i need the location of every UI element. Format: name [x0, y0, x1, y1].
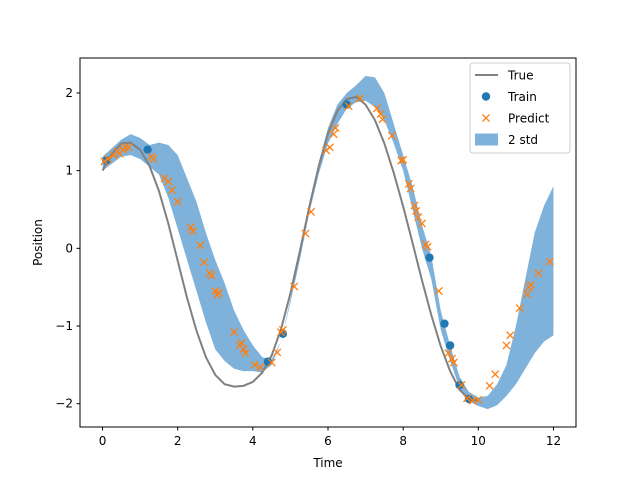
predict-point: [267, 358, 276, 367]
predict-point: [410, 201, 419, 210]
x-tick-label: 4: [249, 434, 257, 448]
predict-point: [444, 349, 453, 358]
predict-point: [423, 242, 432, 251]
predict-point: [331, 123, 340, 132]
predict-point: [417, 219, 426, 228]
legend-label: Train: [507, 90, 537, 104]
predict-point: [173, 197, 182, 206]
predict-point: [414, 213, 423, 222]
x-tick-label: 2: [174, 434, 182, 448]
y-tick-label: 2: [65, 86, 73, 100]
train-point: [143, 145, 152, 154]
predict-point: [301, 229, 310, 238]
predict-point: [214, 288, 224, 297]
predict-point: [186, 223, 195, 232]
y-tick-label: −2: [55, 397, 73, 411]
predict-point: [545, 257, 554, 266]
predict-point: [121, 143, 130, 152]
std-band: [102, 75, 554, 410]
predict-point: [149, 154, 158, 164]
train-point: [464, 394, 474, 404]
predict-point: [474, 395, 483, 404]
predict-point: [278, 325, 287, 334]
predict-point: [196, 241, 205, 250]
predict-point: [526, 280, 535, 289]
predict-point: [250, 360, 259, 369]
predict-point: [239, 345, 248, 354]
predict-point: [344, 102, 353, 111]
predict-point: [355, 94, 364, 103]
predict-point: [462, 394, 472, 403]
predict-point: [412, 206, 421, 216]
predict-point: [199, 258, 209, 267]
x-tick-label: 0: [99, 434, 107, 448]
predict-point: [376, 109, 385, 118]
predict-point: [387, 131, 396, 140]
predict-point: [230, 328, 239, 337]
legend-label: Predict: [508, 112, 550, 126]
predict-point: [207, 271, 216, 280]
y-axis-label: Position: [31, 219, 45, 266]
predict-point: [168, 186, 177, 195]
predict-point: [434, 286, 443, 296]
true-line: [101, 95, 479, 402]
predict-point: [485, 381, 494, 390]
x-tick-label: 6: [324, 434, 332, 448]
predict-point: [290, 282, 299, 291]
legend-label: True: [507, 69, 534, 83]
train-point: [455, 380, 464, 390]
legend-swatch-train: [481, 92, 491, 101]
predict-point: [406, 184, 415, 193]
predict-point: [273, 348, 282, 357]
legend-swatch-band: [475, 133, 498, 146]
predict-point: [325, 143, 334, 152]
legend-label: 2 std: [508, 133, 538, 147]
x-axis-label: Time: [312, 456, 342, 470]
x-tick-label: 10: [471, 434, 486, 448]
predict-point: [491, 370, 500, 379]
predict-point: [164, 177, 173, 186]
train-point: [425, 253, 434, 262]
legend-box: [469, 62, 571, 154]
x-tick-label: 8: [399, 434, 407, 448]
y-tick-label: 0: [65, 241, 73, 255]
predict-point: [534, 269, 543, 278]
predict-point: [329, 130, 338, 139]
predict-point: [372, 104, 381, 113]
predict-point: [237, 339, 246, 348]
y-tick-label: 1: [65, 164, 73, 178]
train-point: [440, 319, 449, 328]
predict-point: [241, 349, 250, 358]
predict-point: [124, 143, 133, 152]
predict-point: [104, 154, 113, 164]
predict-point: [502, 341, 511, 350]
predict-point: [188, 227, 197, 236]
predict-point: [307, 207, 316, 216]
predict-point: [523, 290, 532, 299]
predict-point: [100, 157, 109, 166]
predict-point: [449, 358, 458, 367]
plot-area: [100, 75, 554, 410]
predict-point: [457, 380, 466, 390]
predict-point: [404, 179, 413, 188]
legend-swatch-predict: [481, 113, 491, 123]
predict-point: [506, 331, 515, 340]
predict-point: [515, 304, 524, 313]
legend: True Train Predict 2 std: [469, 62, 571, 154]
y-tick-label: −1: [55, 319, 73, 333]
predict-point: [256, 363, 265, 372]
predict-point: [447, 354, 457, 363]
x-tick-label: 12: [546, 434, 561, 448]
predict-point: [378, 115, 387, 124]
train-point: [445, 341, 455, 350]
predict-point: [399, 155, 408, 164]
predict-point: [397, 156, 406, 165]
